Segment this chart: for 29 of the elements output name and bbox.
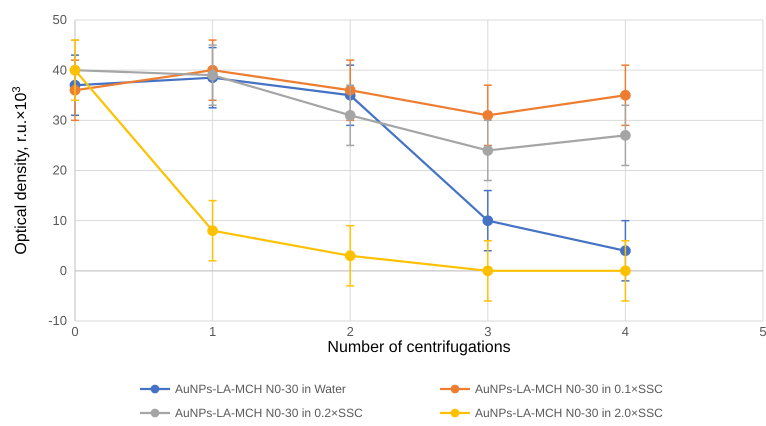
y-tick-label: 0 [60, 262, 67, 278]
y-tick-label: 30 [52, 112, 67, 128]
legend-label: AuNPs-LA-MCH N0-30 in Water [175, 382, 346, 396]
point [482, 265, 494, 276]
point [620, 265, 631, 276]
point [620, 90, 631, 101]
x-tick-label: 4 [622, 324, 630, 340]
x-tick-label: 2 [346, 324, 354, 340]
y-tick-label: 50 [52, 12, 67, 28]
point [482, 110, 494, 121]
point [207, 70, 218, 81]
x-tick-label: 3 [484, 324, 492, 340]
point [344, 250, 356, 262]
x-tick-label: 0 [71, 324, 79, 340]
point [344, 110, 356, 121]
y-tick-label: 10 [52, 212, 67, 228]
point [207, 225, 218, 236]
x-axis-title: Number of centrifugations [327, 339, 511, 356]
legend-label: AuNPs-LA-MCH N0-30 in 2.0×SSC [475, 406, 664, 420]
y-tick-label: 20 [52, 162, 67, 178]
point [620, 130, 631, 141]
y-tick-label: 40 [52, 62, 67, 78]
legend-label: AuNPs-LA-MCH N0-30 in 0.2×SSC [175, 406, 364, 420]
legend-label: AuNPs-LA-MCH N0-30 in 0.1×SSC [475, 382, 664, 396]
y-tick-label: -10 [48, 313, 67, 328]
x-tick-label: 5 [759, 324, 766, 340]
point [482, 215, 494, 226]
point [482, 145, 494, 156]
x-tick-label: 1 [208, 324, 216, 340]
